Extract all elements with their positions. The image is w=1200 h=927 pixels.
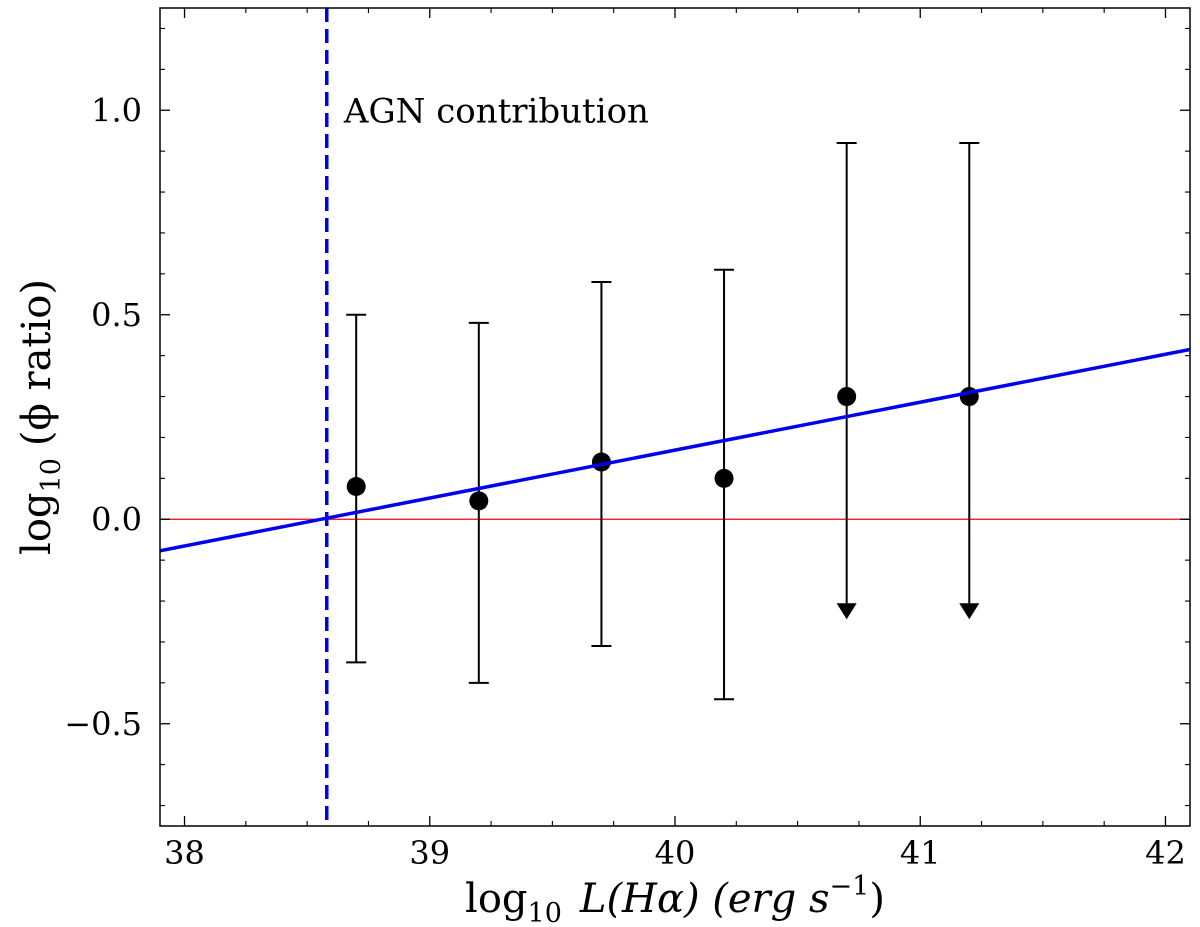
data-point-group — [714, 268, 735, 701]
x-axis-label: log10 L(Hα) (erg s−1) — [465, 871, 885, 927]
x-tick-label: 39 — [409, 834, 450, 872]
y-tick-label: 1.0 — [91, 91, 142, 129]
y-tick-label: −0.5 — [64, 705, 142, 743]
x-tick-label: 42 — [1145, 834, 1186, 872]
tick-labels: 38 39 40 41 42 −0.5 0.0 0.5 1.0 — [64, 91, 1186, 872]
data-point-group — [468, 321, 489, 684]
x-axis-label-sub: 10 — [528, 898, 562, 927]
data-point — [837, 387, 857, 407]
y-axis-label-prefix: log — [14, 492, 60, 554]
data-point — [714, 468, 734, 488]
agn-annotation: AGN contribution — [343, 92, 649, 132]
y-tick-label: 0.5 — [91, 296, 142, 334]
data-point — [346, 477, 366, 497]
x-tick-label: 41 — [900, 834, 941, 872]
upper-limit-arrow — [959, 603, 980, 620]
y-axis-label-sub: 10 — [36, 458, 67, 492]
x-axis-label-main: L(Hα) (erg s — [579, 876, 830, 922]
y-tick-label: 0.0 — [91, 500, 142, 538]
x-tick-label: 38 — [164, 834, 205, 872]
data-point — [469, 491, 489, 511]
data-point-group — [346, 313, 367, 664]
data-point-group — [836, 141, 857, 620]
y-axis-label-main: (ϕ ratio) — [14, 279, 60, 446]
y-axis-label: log10 (ϕ ratio) — [14, 279, 67, 555]
x-axis-label-sup: −1 — [830, 871, 870, 902]
x-tick-label: 40 — [655, 834, 696, 872]
x-axis-label-prefix: log — [465, 876, 527, 922]
upper-limit-arrow — [836, 603, 857, 620]
plot-content — [160, 8, 1190, 826]
ticks — [160, 8, 1190, 826]
fit-line — [160, 347, 1190, 553]
axes-frame — [159, 7, 1191, 827]
x-axis-label-close: ) — [869, 876, 885, 922]
data-point-group — [959, 141, 980, 620]
